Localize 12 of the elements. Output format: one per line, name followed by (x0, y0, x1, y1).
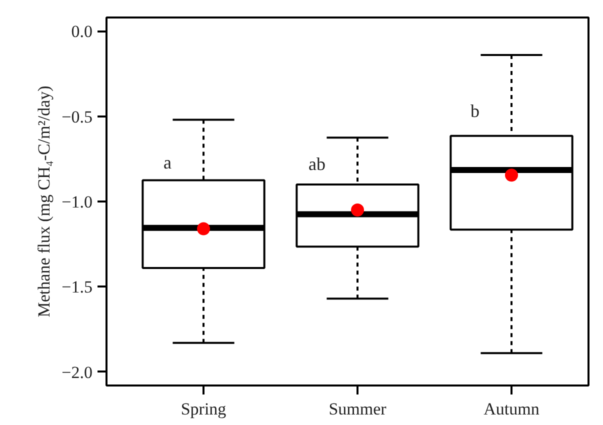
y-axis-title: Methane flux (mg CH₄-C/m²/day) (34, 86, 54, 318)
y-tick-label: 0.0 (71, 22, 92, 42)
y-tick-label: −2.0 (62, 362, 93, 382)
x-tick-label: Summer (328, 400, 387, 418)
y-tick-label: −1.0 (62, 192, 93, 212)
x-tick-label: Spring (180, 400, 227, 418)
annotation: ab (308, 154, 326, 174)
y-tick-label: −0.5 (62, 107, 93, 126)
annotation: b (470, 101, 480, 122)
annotation: a (164, 152, 172, 172)
x-tick-label: Autumn (484, 400, 540, 418)
y-tick-label: −1.5 (62, 278, 93, 297)
